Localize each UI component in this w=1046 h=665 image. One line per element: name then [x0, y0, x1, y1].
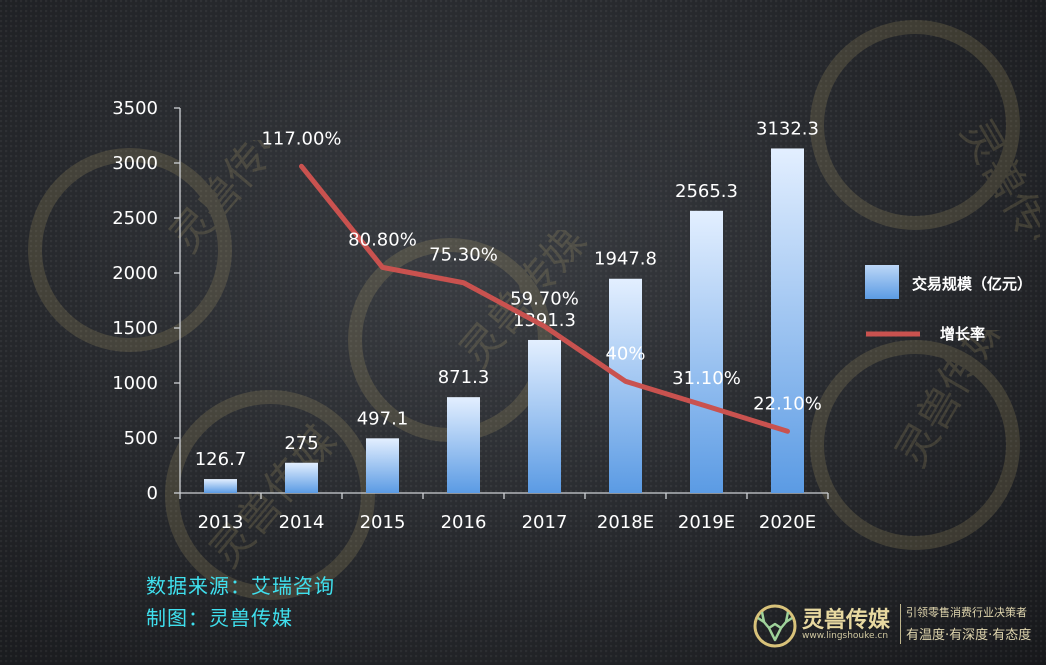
x-tick-label: 2020E [759, 512, 816, 533]
x-axis: 2013 2014 2015 2016 2017 2018E 2019E 2020E [179, 492, 829, 533]
x-tick-label: 2014 [279, 512, 325, 533]
deer-icon [753, 604, 797, 648]
legend: 交易规模（亿元） 增长率 [865, 265, 1032, 343]
x-tick-label: 2016 [441, 512, 487, 533]
x-tick-label: 2013 [198, 512, 244, 533]
bar-series [204, 148, 804, 493]
y-tick-label: 1000 [112, 373, 158, 394]
y-tick-label: 3000 [112, 153, 158, 174]
bar-data-labels: 126.7275497.1871.31391.31947.82565.33132… [195, 118, 819, 470]
legend-label-bar: 交易规模（亿元） [912, 275, 1032, 293]
y-tick-label: 2500 [112, 208, 158, 229]
y-tick-label: 0 [147, 483, 158, 504]
brand-slogan: 引领零售消费行业决策者 [906, 606, 1027, 619]
brand-divider [900, 604, 901, 644]
bar [690, 210, 723, 493]
source-note: 数据来源：艾瑞咨询 [146, 574, 335, 598]
line-series [299, 163, 790, 434]
line-data-label: 117.00% [261, 128, 341, 149]
y-tick-label: 500 [124, 428, 158, 449]
bar-data-label: 2565.3 [675, 181, 738, 202]
x-tick-label: 2018E [597, 512, 654, 533]
line-data-labels: 117.00% 80.80% 75.30% 59.70% 40% 31.10% 22.10% [261, 128, 821, 414]
bar [366, 438, 399, 493]
y-tick-label: 1500 [112, 318, 158, 339]
line-data-label: 22.10% [753, 393, 822, 414]
growth-rate-line [299, 163, 790, 434]
brand-url: www.lingshouke.cn [802, 631, 889, 641]
line-data-label: 80.80% [348, 229, 417, 250]
bar-data-label: 275 [284, 433, 318, 454]
bar-data-label: 497.1 [357, 408, 409, 429]
watermark-logo: 灵兽传媒 [165, 390, 375, 600]
legend-swatch-bar [865, 265, 899, 299]
brand-motto: 有温度·有深度·有态度 [906, 628, 1032, 643]
bar [447, 397, 480, 493]
watermark-logo: 灵兽传媒 [28, 140, 270, 352]
bar [285, 462, 318, 493]
bar-data-label: 871.3 [438, 367, 490, 388]
watermark-logo: 灵兽传媒 [810, 330, 1020, 550]
line-data-label: 59.70% [510, 288, 579, 309]
line-data-label: 31.10% [672, 368, 741, 389]
bar-data-label: 126.7 [195, 449, 247, 470]
brand-name: 灵兽传媒 [802, 608, 891, 633]
bar [528, 339, 561, 493]
bar [204, 479, 237, 493]
line-data-label: 40% [605, 343, 645, 364]
x-tick-label: 2015 [360, 512, 406, 533]
bar-data-label: 1947.8 [594, 249, 657, 270]
x-tick-label: 2019E [678, 512, 735, 533]
x-tick-label: 2017 [522, 512, 568, 533]
chart-credit: 制图：灵兽传媒 [146, 606, 293, 630]
line-data-label: 75.30% [429, 245, 498, 266]
brand-logo: 灵兽传媒 www.lingshouke.cn 引领零售消费行业决策者 有温度·有… [752, 598, 1042, 650]
y-tick-label: 2000 [112, 263, 158, 284]
y-axis: 0 500 1000 1500 2000 2500 3000 3500 [112, 98, 181, 504]
legend-label-line: 增长率 [940, 325, 985, 343]
watermark-logo: 灵兽传媒 [810, 20, 1040, 240]
bar-data-label: 3132.3 [756, 118, 819, 139]
y-tick-label: 3500 [112, 98, 158, 119]
bar [771, 148, 804, 493]
